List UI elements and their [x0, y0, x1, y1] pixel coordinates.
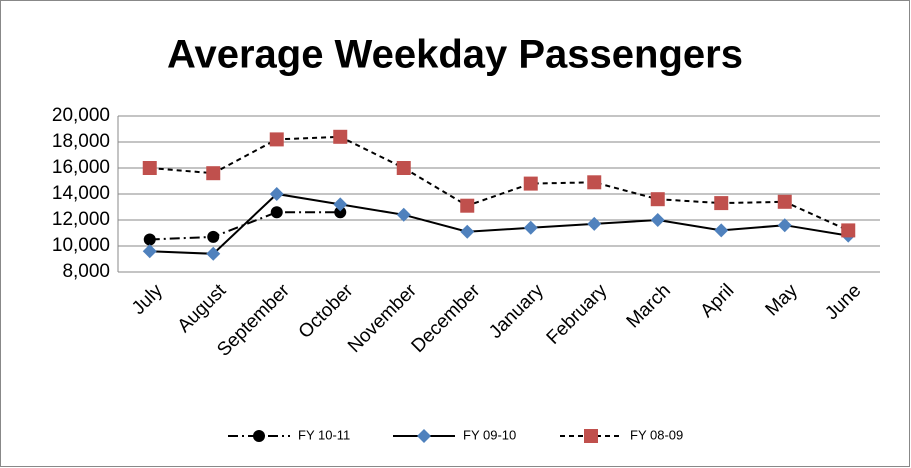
data-point	[207, 230, 220, 243]
legend-marker	[417, 429, 431, 443]
legend-marker	[253, 430, 265, 442]
data-point	[396, 207, 411, 222]
legend-label: FY 08-09	[630, 427, 683, 442]
legend-label: FY 10-11	[298, 427, 350, 442]
data-point	[142, 244, 157, 259]
y-tick-label: 10,000	[52, 235, 110, 256]
data-point	[777, 218, 792, 233]
data-point	[333, 129, 348, 144]
data-point	[777, 194, 792, 209]
legend-marker	[584, 429, 598, 443]
data-point	[333, 197, 348, 212]
y-tick-label: 14,000	[52, 183, 110, 204]
data-point	[460, 198, 475, 213]
series-line	[149, 135, 849, 232]
data-point	[206, 246, 221, 261]
data-point	[714, 196, 729, 211]
data-point	[650, 213, 665, 227]
y-tick-label: 20,000	[52, 105, 110, 126]
y-tick-label: 8,000	[62, 261, 110, 282]
series-line	[149, 211, 341, 241]
data-point	[650, 192, 665, 207]
data-point	[206, 166, 221, 181]
data-point	[396, 161, 411, 175]
data-point	[270, 206, 283, 219]
data-point	[269, 187, 284, 201]
data-point	[587, 175, 602, 190]
data-point	[269, 132, 284, 147]
legend-label: FY 09-10	[463, 427, 516, 442]
series-line	[149, 192, 849, 255]
data-point	[143, 233, 156, 246]
y-tick-label: 18,000	[52, 131, 110, 152]
data-point	[841, 223, 856, 238]
data-point	[587, 216, 602, 231]
data-point	[714, 223, 729, 238]
data-point	[460, 224, 475, 239]
chart-title: Average Weekday Passengers	[167, 33, 743, 77]
y-tick-label: 12,000	[52, 209, 110, 230]
data-point	[334, 206, 347, 219]
y-tick-label: 16,000	[52, 157, 110, 178]
data-point	[142, 161, 157, 175]
data-point	[523, 220, 538, 235]
data-point	[523, 176, 538, 191]
